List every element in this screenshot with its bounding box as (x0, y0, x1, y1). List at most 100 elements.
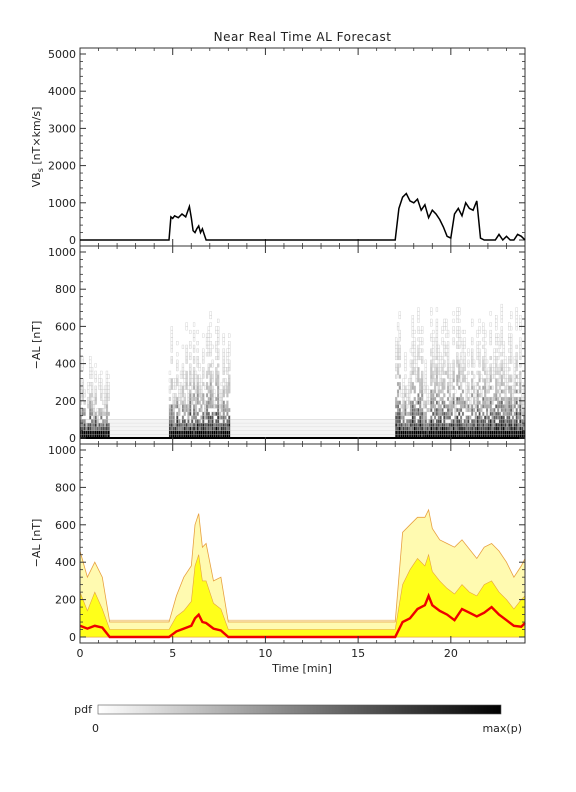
al-pdf-cell (450, 430, 453, 435)
al-pdf-cell (207, 333, 210, 338)
al-pdf-cell (487, 382, 490, 387)
al-pdf-cell (105, 408, 109, 413)
al-pdf-cell (200, 430, 203, 435)
al-pdf-cell (211, 378, 214, 383)
al-pdf-cell (513, 419, 516, 424)
al-pdf-cell (439, 378, 442, 383)
al-pdf-cell (217, 408, 220, 413)
al-pdf-cell (508, 389, 511, 394)
al-pdf-cell (506, 370, 509, 375)
al-pdf-cell (437, 422, 440, 427)
al-pdf-cell (441, 389, 444, 394)
al-pdf-cell (443, 370, 446, 375)
al-pdf-cell (224, 385, 227, 390)
al-pdf-cell (200, 422, 203, 427)
al-pdf-cell (228, 363, 231, 368)
al-pdf-cell (222, 341, 225, 346)
al-pdf-cell (463, 400, 466, 405)
al-pdf-cell (480, 419, 483, 424)
al-pdf-cell (472, 400, 476, 405)
al-pdf-cell (446, 430, 450, 435)
al-pdf-cell (441, 367, 444, 372)
al-pdf-cell (396, 322, 400, 327)
al-pdf-cell (515, 322, 518, 327)
al-pdf-cell (506, 378, 509, 383)
al-pdf-cell (508, 322, 511, 327)
al-pdf-cell (415, 400, 418, 405)
al-pdf-cell (419, 356, 422, 361)
al-pdf-cell (495, 326, 498, 331)
al-pdf-cell (200, 404, 203, 409)
al-pdf-cell (398, 419, 401, 424)
al-pdf-cell (398, 408, 401, 413)
al-pdf-cell (176, 378, 179, 383)
al-forecast-ytick-label: 200 (55, 594, 76, 607)
chart-title: Near Real Time AL Forecast (213, 30, 392, 44)
al-pdf-cell (413, 352, 416, 357)
al-pdf-cell (456, 344, 459, 349)
al-pdf-cell (415, 411, 418, 416)
al-pdf-cell (519, 382, 522, 387)
al-pdf-cell (207, 422, 210, 427)
al-pdf-cell (439, 426, 442, 431)
al-pdf-cell (202, 393, 205, 398)
al-pdf-cell (402, 415, 405, 420)
al-pdf-cell (217, 430, 220, 435)
al-pdf-cell (521, 396, 524, 401)
al-pdf-cell (411, 400, 414, 405)
al-pdf-cell (222, 430, 225, 435)
al-pdf-cell (417, 422, 420, 427)
al-pdf-cell (172, 422, 175, 427)
al-pdf-cell (461, 411, 465, 416)
al-pdf-cell (424, 389, 427, 394)
al-pdf-cell (204, 422, 207, 427)
al-pdf-cell (474, 400, 477, 405)
al-pdf-cell (408, 389, 411, 394)
al-pdf-cell (454, 415, 457, 420)
al-pdf-cell (89, 363, 92, 368)
al-pdf-cell (428, 408, 431, 413)
al-pdf-cell (476, 356, 479, 361)
al-pdf-cell (183, 374, 186, 379)
al-pdf-cell (100, 389, 103, 394)
al-pdf-cell (421, 408, 424, 413)
al-pdf-cell (502, 370, 505, 375)
al-pdf-cell (513, 404, 516, 409)
al-pdf-cell (209, 389, 212, 394)
al-pdf-cell (421, 389, 424, 394)
al-pdf-cell (87, 404, 90, 409)
al-pdf-cell (178, 404, 181, 409)
al-pdf-cell (467, 430, 470, 435)
al-pdf-cell (413, 341, 416, 346)
al-pdf-cell (398, 315, 401, 320)
al-pdf-cell (504, 378, 507, 383)
al-pdf-cell (478, 415, 481, 420)
al-pdf-cell (194, 408, 198, 413)
al-pdf-cell (519, 341, 522, 346)
al-pdf-cell (215, 422, 218, 427)
al-forecast-xtick-label: 0 (77, 647, 84, 660)
al-pdf-cell (450, 382, 453, 387)
al-pdf-cell (484, 329, 487, 334)
al-pdf-cell (443, 430, 446, 435)
al-pdf-cell (487, 400, 490, 405)
al-pdf-cell (404, 385, 407, 390)
al-pdf-cell (456, 315, 459, 320)
al-pdf-cell (500, 430, 503, 435)
al-pdf-cell (396, 352, 400, 357)
al-pdf-cell (170, 382, 173, 387)
al-pdf-cell (192, 430, 196, 435)
al-pdf-cell (508, 419, 511, 424)
al-pdf-cell (404, 393, 407, 398)
al-pdf-cell (181, 430, 185, 435)
al-pdf-cell (194, 389, 198, 394)
al-pdf-cell (443, 419, 446, 424)
al-pdf-cell (456, 329, 459, 334)
al-pdf-cell (450, 404, 453, 409)
al-pdf-cell (100, 370, 103, 375)
al-pdf-cell (445, 422, 448, 427)
al-pdf-cell (476, 352, 479, 357)
al-pdf-cell (446, 415, 450, 420)
vbs-ytick-label: 4000 (48, 85, 76, 98)
al-pdf-cell (402, 385, 405, 390)
